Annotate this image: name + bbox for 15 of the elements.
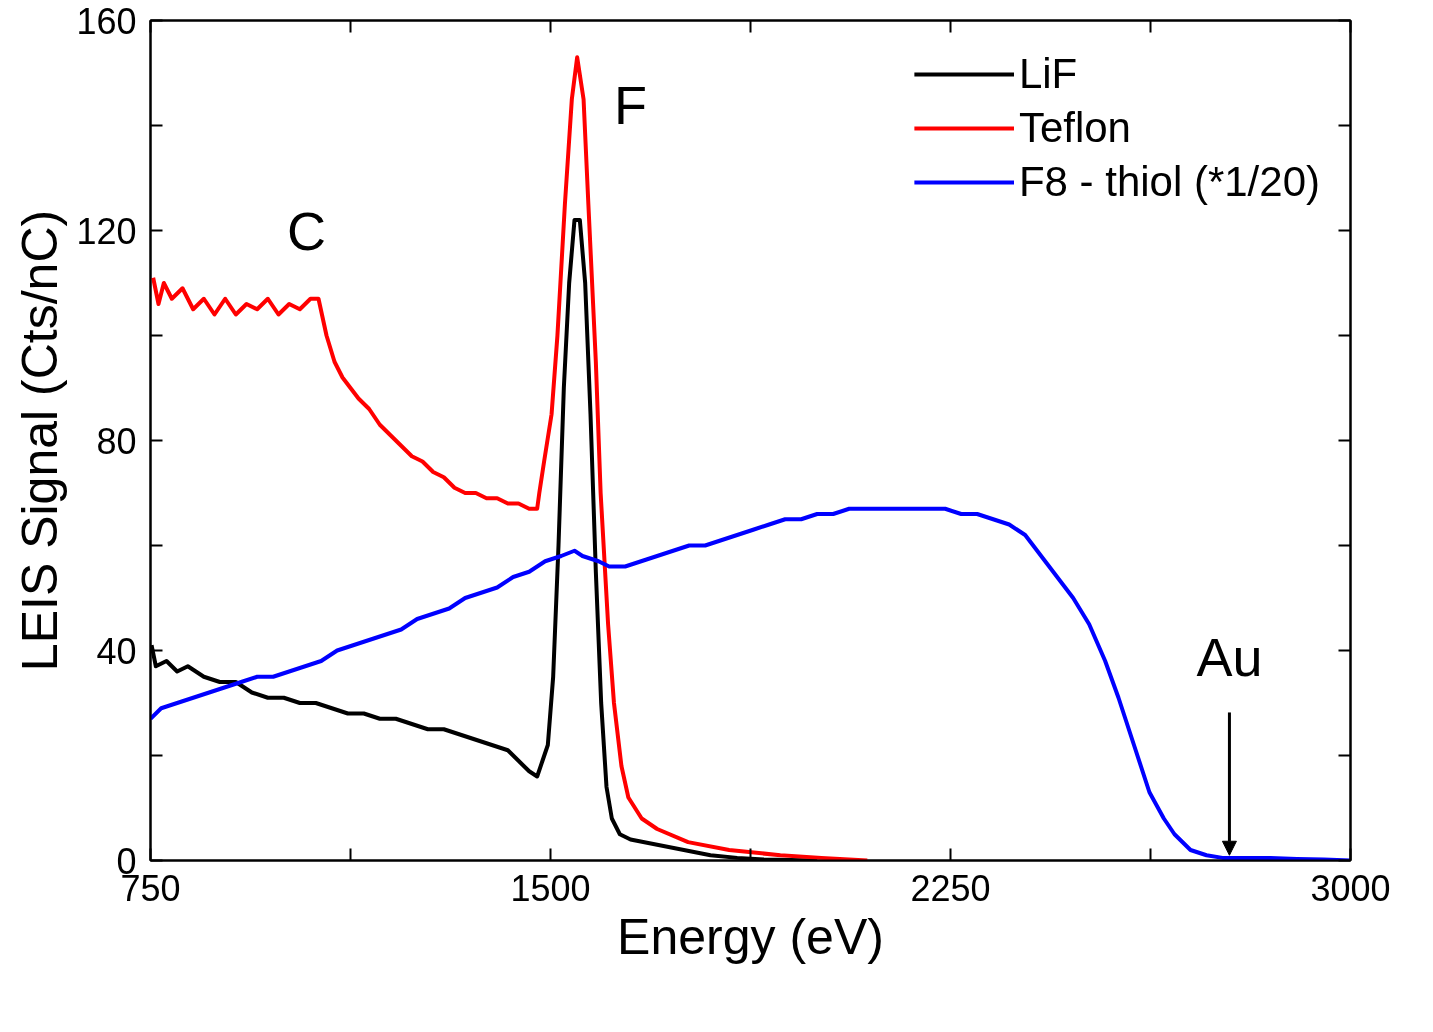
y-tick-label: 40 <box>96 630 137 672</box>
x-tick-label: 1500 <box>510 867 591 909</box>
legend-label: F8 - thiol (*1/20) <box>1018 158 1320 206</box>
y-tick-label: 80 <box>96 420 137 462</box>
x-tick-label: 2250 <box>910 867 991 909</box>
x-tick-label: 3000 <box>1310 867 1391 909</box>
legend-label: LiF <box>1018 50 1078 98</box>
x-axis-title: Energy (eV) <box>617 908 884 965</box>
y-tick-label: 160 <box>76 0 137 42</box>
y-tick-label: 120 <box>76 210 137 252</box>
legend-label: Teflon <box>1018 104 1131 152</box>
annotation: F <box>614 74 648 135</box>
annotation: C <box>287 200 326 261</box>
annotation: Au <box>1196 627 1263 688</box>
y-axis-title: LEIS Signal (Cts/nC) <box>12 209 69 672</box>
